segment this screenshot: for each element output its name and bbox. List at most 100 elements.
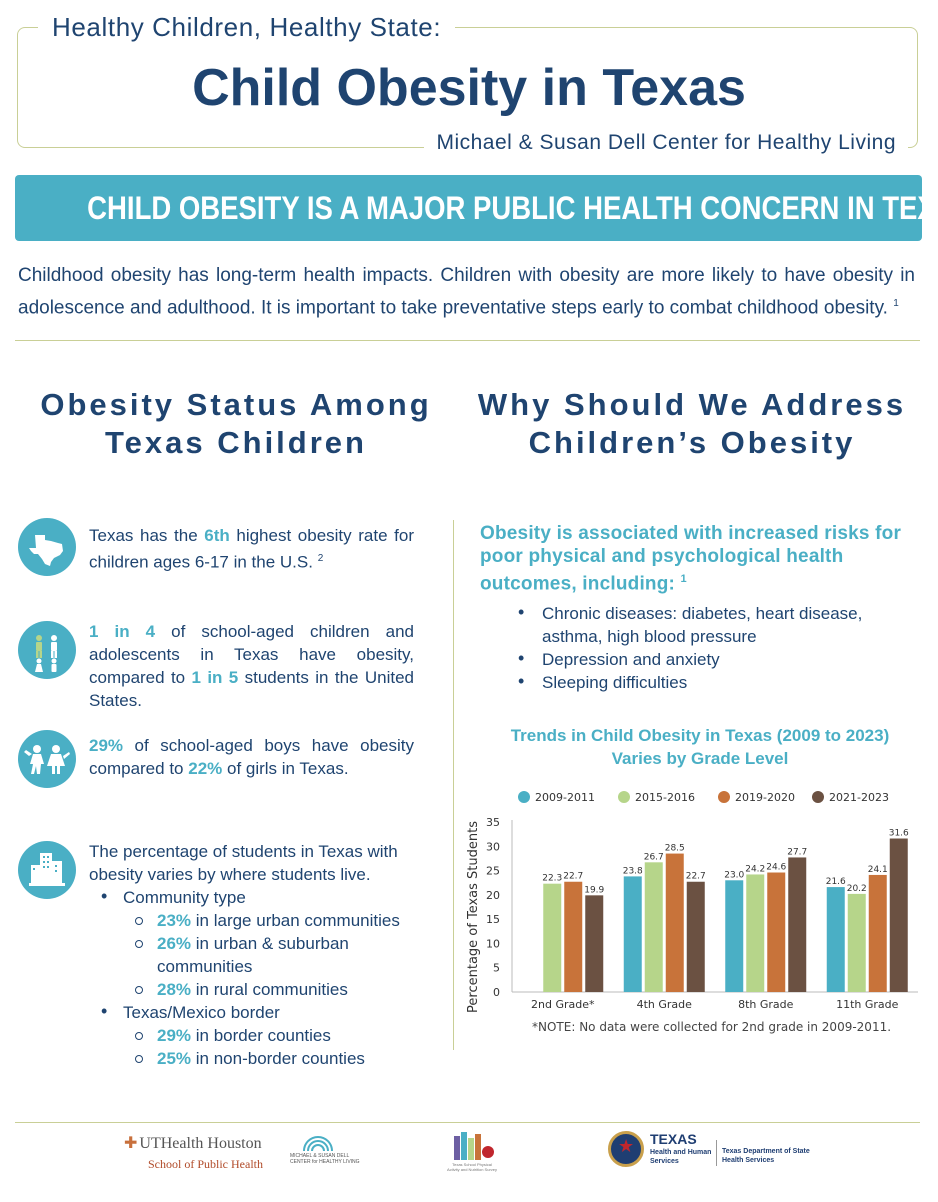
border-pct: 25% — [157, 1049, 192, 1068]
risk-item: Sleeping difficulties — [518, 670, 913, 694]
gender-mid: of school-aged boys have obesity compare… — [89, 736, 414, 778]
texas-seal-icon — [608, 1131, 644, 1167]
community-type: Community type — [89, 885, 434, 909]
header-subtitle: Healthy Children, Healthy State: — [38, 12, 456, 43]
intro-paragraph: Childhood obesity has long-term health i… — [18, 262, 915, 322]
chart-title: Trends in Child Obesity in Texas (2009 t… — [470, 724, 930, 770]
bar-value-label: 22.7 — [563, 872, 583, 882]
x-tick-label: 11th Grade — [836, 998, 899, 1011]
bar-value-label: 27.7 — [787, 847, 807, 857]
bar — [585, 895, 604, 992]
risk-heading-text: Obesity is associated with increased ris… — [480, 523, 902, 595]
uth-school: School of Public Health — [148, 1157, 263, 1171]
legend-label: 2021-2023 — [829, 791, 889, 804]
bar-value-label: 28.5 — [665, 844, 685, 854]
bar — [826, 887, 845, 992]
rank-highlight: 6th — [204, 526, 230, 545]
y-tick-label: 25 — [486, 865, 500, 878]
border-text: in border counties — [191, 1026, 331, 1045]
rank-post: highest obesity rate for children ages 6… — [89, 526, 414, 572]
banner-text: CHILD OBESITY IS A MAJOR PUBLIC HEALTH C… — [87, 190, 938, 226]
bar-value-label: 22.7 — [686, 872, 706, 882]
border-item: 29% in border counties — [89, 1024, 434, 1047]
community-pct: 23% — [157, 911, 192, 930]
legend-label: 2015-2016 — [635, 791, 695, 804]
uth-name: UTHealth Houston — [139, 1135, 262, 1152]
bar — [847, 893, 866, 992]
bar-value-label: 31.6 — [889, 829, 909, 839]
bar — [665, 853, 684, 992]
item-gender: 29% of school-aged boys have obesity com… — [89, 734, 414, 780]
risk-item: Chronic diseases: diabetes, heart diseas… — [518, 601, 913, 648]
y-tick-label: 15 — [486, 913, 500, 926]
tx-divider — [716, 1140, 717, 1166]
divider-top — [15, 340, 920, 341]
risk-list: Chronic diseases: diabetes, heart diseas… — [518, 601, 913, 694]
ratio-mid: of school-aged children and adolescents … — [89, 622, 414, 687]
rank-ref: 2 — [317, 553, 324, 564]
y-axis-label: Percentage of Texas Students — [466, 821, 481, 1013]
y-tick-label: 30 — [486, 840, 500, 853]
bar-value-label: 24.6 — [766, 863, 786, 873]
gender-girls: 22% — [188, 759, 223, 778]
bar-value-label: 24.2 — [745, 864, 765, 874]
border-type: Texas/Mexico border — [89, 1000, 434, 1024]
boy-girl-icon — [18, 730, 76, 788]
bar-value-label: 24.1 — [868, 865, 888, 875]
y-tick-label: 0 — [493, 986, 500, 999]
item-rank: Texas has the 6th highest obesity rate f… — [89, 524, 414, 574]
risk-item: Depression and anxiety — [518, 647, 913, 671]
community-text: in rural communities — [191, 980, 348, 999]
tx-hhs: Health and Human Services — [650, 1149, 712, 1165]
bar — [725, 880, 744, 992]
gender-boys: 29% — [89, 736, 124, 755]
children-icon — [18, 621, 76, 679]
dell-center-logo: MICHAEL & SUSAN DELL CENTER for HEALTHY … — [290, 1153, 360, 1165]
tx-dshs: Texas Department of State Health Service… — [722, 1148, 810, 1164]
ratio-us: 1 in 5 — [191, 668, 239, 687]
y-tick-label: 10 — [486, 937, 500, 950]
intro-text: Childhood obesity has long-term health i… — [18, 265, 915, 319]
bar — [623, 876, 642, 992]
ratio-post: students in the United States. — [89, 668, 414, 710]
x-tick-label: 2nd Grade* — [531, 998, 595, 1011]
bar — [767, 872, 786, 992]
left-title-line1: Obesity Status Among — [40, 387, 432, 422]
bar-value-label: 22.3 — [542, 874, 562, 884]
obesity-bar-chart: 2009-2011 2015-2016 2019-2020 2021-2023 0 5 10… — [466, 791, 918, 1013]
bar — [564, 881, 583, 992]
community-item: 23% in large urban communities — [89, 909, 434, 932]
bar — [868, 874, 887, 992]
x-tick-label: 8th Grade — [738, 998, 794, 1011]
community-label: Community type — [123, 888, 246, 907]
community-item: 26% in urban & suburban communities — [89, 932, 434, 978]
legend-label: 2019-2020 — [735, 791, 795, 804]
border-pct: 29% — [157, 1026, 192, 1045]
legend-marker — [618, 791, 630, 803]
span-survey-logo — [454, 1132, 494, 1160]
community-pct: 28% — [157, 980, 192, 999]
bar — [644, 862, 663, 992]
legend-label: 2009-2011 — [535, 791, 595, 804]
border-text: in non-border counties — [191, 1049, 365, 1068]
tx-name: TEXAS — [650, 1131, 697, 1147]
bar — [889, 838, 908, 992]
page-title: Child Obesity in Texas — [192, 59, 746, 117]
x-tick-label: 4th Grade — [637, 998, 693, 1011]
y-tick-label: 5 — [493, 962, 500, 975]
right-section-title: Why Should We Address Children’s Obesity — [466, 386, 918, 462]
bar — [788, 857, 807, 992]
chart-title-line2: Varies by Grade Level — [611, 749, 789, 768]
border-item: 25% in non-border counties — [89, 1047, 434, 1070]
legend-marker — [518, 791, 530, 803]
right-title-line1: Why Should We Address — [477, 387, 907, 422]
bar-value-label: 26.7 — [644, 852, 664, 862]
community-text: in large urban communities — [191, 911, 400, 930]
chart-note: *NOTE: No data were collected for 2nd gr… — [532, 1020, 892, 1034]
header-org: Michael & Susan Dell Center for Healthy … — [424, 131, 908, 155]
bar-value-label: 23.0 — [724, 870, 744, 880]
ratio-tx: 1 in 4 — [89, 622, 156, 641]
border-label: Texas/Mexico border — [123, 1003, 280, 1022]
dell-center-arc-icon — [303, 1136, 333, 1152]
city-icon — [18, 841, 76, 899]
